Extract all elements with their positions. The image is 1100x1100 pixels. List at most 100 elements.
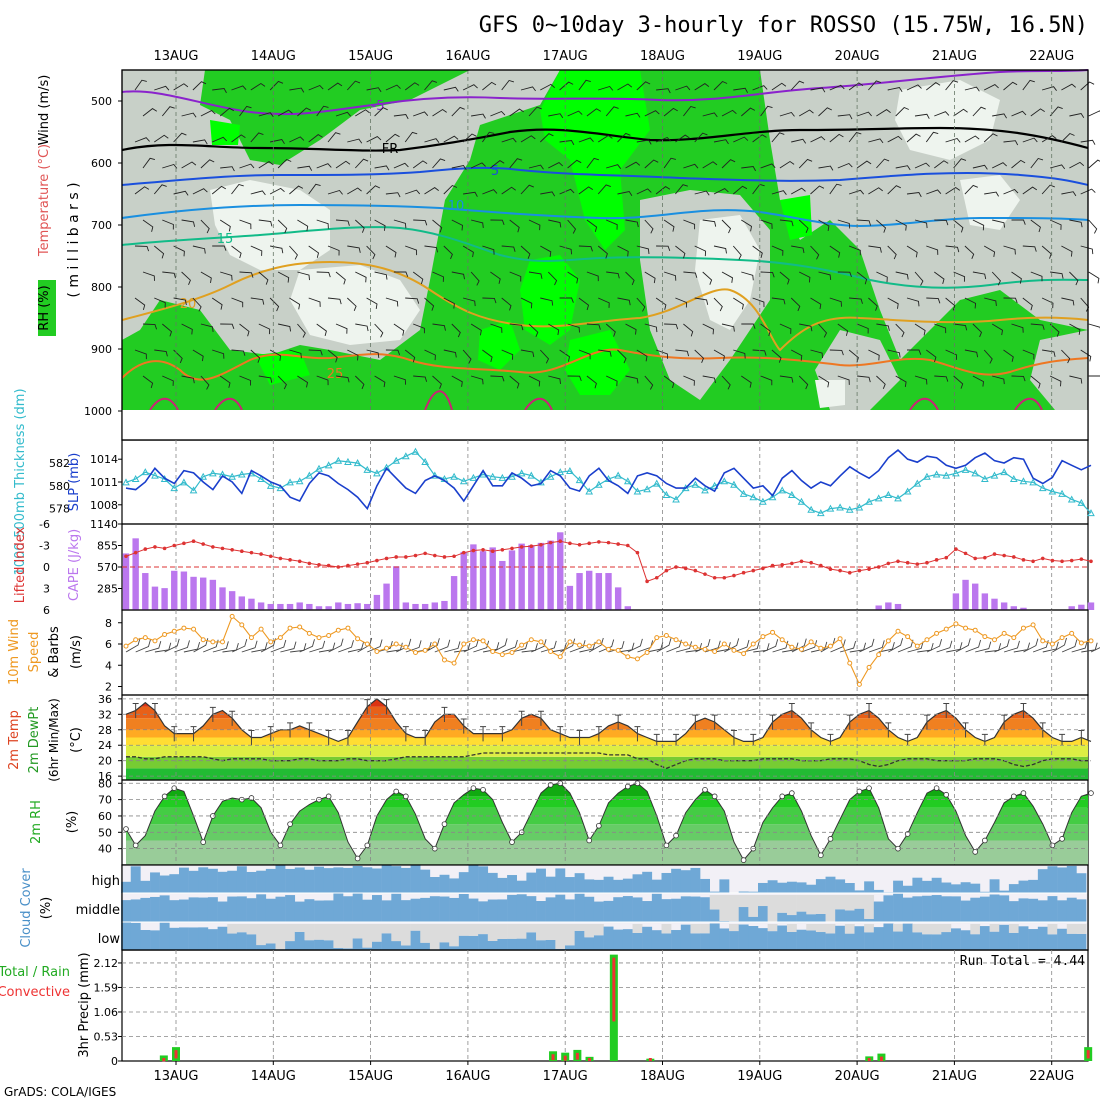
wind-barb [142,108,158,117]
wind10m-barb [241,640,258,653]
cloud-block [362,899,373,922]
cape-bar [894,603,902,610]
thickness-point [141,468,150,476]
cloud-gap [786,895,797,916]
wind-barb [694,132,708,143]
wind-barb [760,163,776,169]
wind-barb [625,161,641,169]
wind-barb [636,188,652,195]
wind-barb [162,323,173,337]
wind-barb [606,271,620,279]
wind10m-barb [164,638,180,653]
wind-barbs-field [134,79,1100,390]
upper-air-ytick-800: 800 [91,281,112,294]
wind10m-speed-point [509,650,515,655]
thickness-point [691,480,700,488]
wind10m-speed-point [654,635,660,641]
wind-barb [1041,297,1054,309]
cloud-block [931,877,942,893]
wind-barb [385,84,401,91]
cape-ytick-1140: 1140 [90,518,118,531]
cloud-block [960,900,971,922]
thickness-point [981,474,989,483]
lifted-index-point [1012,555,1016,559]
contour-line-10 [121,203,1089,228]
wind-barb [876,271,888,283]
wind-barb [277,109,293,117]
lifted-index-point [934,558,939,562]
cloud-block [719,920,730,922]
thickness-point [363,465,372,473]
wind-barb [925,131,939,143]
wind-barb [694,297,709,305]
wind-barb [173,132,187,143]
wind-barb [192,297,202,312]
cloud-block [999,924,1010,950]
wind-barb [694,83,710,91]
wind-barb [211,185,227,195]
cloud-block [613,897,624,922]
wind-barb [528,375,541,387]
wind-barb [790,297,801,312]
thickness-ytick-578: 578 [49,503,70,516]
thickness-point [517,469,526,477]
wind-barb [470,219,484,228]
wind-barb [868,245,882,253]
wind-barb [953,375,964,389]
cloud-block [285,868,296,893]
wind-barb [760,375,773,386]
cloud-block [999,890,1010,893]
cloud-block [314,939,324,950]
cloud-block [709,923,720,950]
rh2m-point [856,788,863,795]
wind-barb [675,245,686,259]
wind-barb [278,323,292,332]
cloud-block [825,876,836,893]
wind-barb [509,158,523,169]
rh2m-markers [123,780,1094,863]
temp2m-minmax-bar [229,710,236,726]
wind-barb [644,110,660,117]
cape-bar [537,542,545,610]
cloud-level-middle: middle [76,903,120,918]
cloud-block [314,866,324,893]
wind-barb [405,189,421,195]
wind-barb [1011,271,1022,284]
lifted-index-point [278,556,283,561]
wind10m-barb [811,641,828,653]
cloud-block [159,875,170,893]
wind-barb [528,271,543,279]
cloud-block [1028,879,1039,893]
rh2m-band-3 [126,796,1088,808]
cloud-block [922,934,932,950]
cloud-block [458,935,469,950]
cloud-block [883,895,894,922]
lifted-index-ytick--3: -3 [39,540,50,553]
cloud-block [275,865,286,893]
contour-line-20 [121,260,1089,352]
cloud-block [410,898,421,922]
wind-barb [752,297,765,308]
temp2m-minmax-bar [673,733,680,746]
cloud-block [835,909,846,922]
wind-barb [914,113,930,119]
cape-bar [528,545,535,610]
thickness-point [865,497,873,505]
temp2m-minmax-bar [615,714,622,730]
lifted-index-point [452,554,456,559]
lifted-index-point [944,555,949,560]
wind-barb [876,375,886,389]
wind-barb [277,158,292,169]
cloud-block [150,872,160,893]
cape-bar [219,587,226,610]
wind-barb [490,219,505,226]
wind-barb [231,245,242,259]
wind-barb [270,138,285,144]
wind-barb [733,297,744,310]
wind-barb [675,297,687,308]
cloud-block [217,901,228,922]
thickness-point [209,469,217,477]
cloud-block [507,875,517,893]
cloud-block [815,913,826,922]
cloud-block [304,940,315,950]
